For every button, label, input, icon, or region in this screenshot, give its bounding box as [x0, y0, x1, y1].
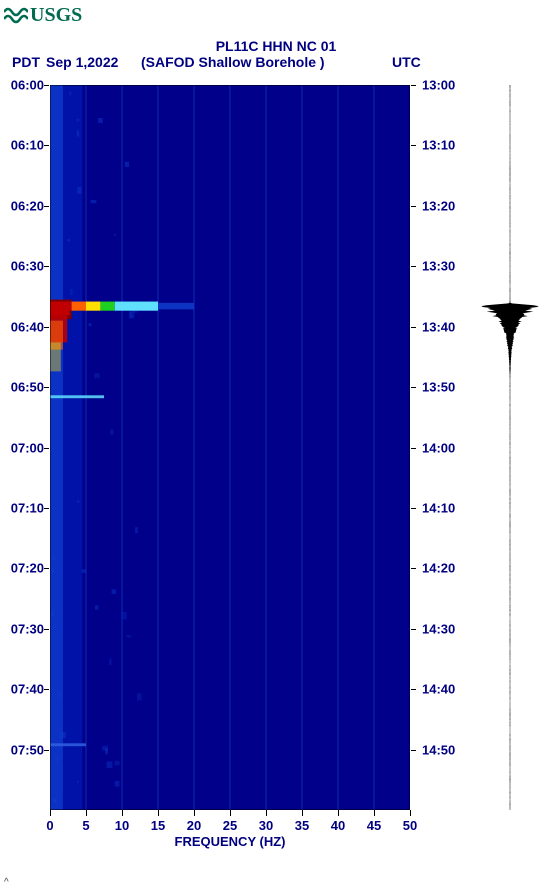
chart-title: PL11C HHN NC 01	[0, 38, 552, 54]
pdt-tick-mark	[44, 266, 49, 267]
utc-tick-label: 14:50	[422, 742, 455, 757]
pdt-tick-label: 06:30	[11, 259, 44, 274]
freq-tick-mark	[374, 810, 375, 816]
pdt-tick-label: 06:20	[11, 198, 44, 213]
freq-tick-mark	[266, 810, 267, 816]
freq-tick-mark	[194, 810, 195, 816]
footer-caret: ^	[4, 877, 9, 888]
utc-tick-mark	[411, 508, 416, 509]
seismogram-svg	[475, 85, 545, 810]
freq-tick-mark	[86, 810, 87, 816]
utc-tick-label: 14:20	[422, 561, 455, 576]
freq-tick-mark	[302, 810, 303, 816]
pdt-tick-label: 06:10	[11, 138, 44, 153]
pdt-axis-ticks: 06:0006:1006:2006:3006:4006:5007:0007:10…	[4, 85, 48, 810]
pdt-tick-mark	[44, 629, 49, 630]
utc-tick-mark	[411, 266, 416, 267]
spectrogram-svg	[50, 85, 410, 810]
utc-tick-mark	[411, 145, 416, 146]
freq-tick-label: 50	[403, 818, 417, 833]
pdt-tick-label: 07:50	[11, 742, 44, 757]
pdt-tick-mark	[44, 689, 49, 690]
freq-tick-label: 25	[223, 818, 237, 833]
pdt-tick-label: 06:40	[11, 319, 44, 334]
pdt-tick-label: 06:50	[11, 380, 44, 395]
freq-tick-label: 10	[115, 818, 129, 833]
freq-tick-mark	[122, 810, 123, 816]
freq-tick-mark	[230, 810, 231, 816]
freq-tick-mark	[338, 810, 339, 816]
station-label: (SAFOD Shallow Borehole )	[141, 54, 325, 70]
pdt-tick-label: 07:20	[11, 561, 44, 576]
utc-tick-label: 14:10	[422, 500, 455, 515]
utc-tick-label: 14:30	[422, 621, 455, 636]
freq-tick-label: 5	[82, 818, 89, 833]
pdt-tick-mark	[44, 387, 49, 388]
utc-tick-label: 13:30	[422, 259, 455, 274]
pdt-tick-mark	[44, 85, 49, 86]
pdt-tick-label: 07:00	[11, 440, 44, 455]
frequency-axis-label: FREQUENCY (HZ)	[50, 834, 410, 849]
usgs-wave-icon	[4, 6, 28, 26]
freq-tick-mark	[410, 810, 411, 816]
date-label: Sep 1,2022	[46, 54, 118, 70]
freq-tick-mark	[158, 810, 159, 816]
utc-tick-label: 13:10	[422, 138, 455, 153]
utc-tick-mark	[411, 568, 416, 569]
pdt-label: PDT	[12, 54, 40, 70]
utc-tick-mark	[411, 629, 416, 630]
freq-tick-label: 20	[187, 818, 201, 833]
utc-axis-ticks: 13:0013:1013:2013:3013:4013:5014:0014:10…	[418, 85, 468, 810]
pdt-tick-mark	[44, 448, 49, 449]
freq-tick-label: 45	[367, 818, 381, 833]
utc-tick-mark	[411, 85, 416, 86]
utc-tick-label: 13:00	[422, 78, 455, 93]
utc-tick-label: 13:20	[422, 198, 455, 213]
freq-tick-label: 40	[331, 818, 345, 833]
usgs-logo-text: USGS	[30, 4, 82, 27]
pdt-tick-label: 07:10	[11, 500, 44, 515]
pdt-tick-mark	[44, 206, 49, 207]
pdt-tick-label: 06:00	[11, 78, 44, 93]
utc-tick-mark	[411, 206, 416, 207]
usgs-logo: USGS	[4, 4, 82, 27]
pdt-tick-label: 07:40	[11, 682, 44, 697]
freq-tick-label: 0	[46, 818, 53, 833]
pdt-tick-mark	[44, 750, 49, 751]
spectrogram-plot	[50, 85, 410, 810]
utc-tick-label: 13:40	[422, 319, 455, 334]
freq-tick-mark	[50, 810, 51, 816]
pdt-tick-mark	[44, 508, 49, 509]
pdt-tick-label: 07:30	[11, 621, 44, 636]
utc-tick-mark	[411, 689, 416, 690]
pdt-tick-mark	[44, 327, 49, 328]
utc-label: UTC	[392, 54, 421, 70]
utc-tick-mark	[411, 387, 416, 388]
seismogram-panel	[475, 85, 545, 810]
utc-tick-label: 13:50	[422, 380, 455, 395]
utc-tick-mark	[411, 448, 416, 449]
freq-tick-label: 35	[295, 818, 309, 833]
utc-tick-mark	[411, 327, 416, 328]
pdt-tick-mark	[44, 145, 49, 146]
freq-tick-label: 15	[151, 818, 165, 833]
frequency-axis: FREQUENCY (HZ) 05101520253035404550	[50, 810, 410, 850]
pdt-tick-mark	[44, 568, 49, 569]
utc-tick-label: 14:00	[422, 440, 455, 455]
utc-tick-label: 14:40	[422, 682, 455, 697]
utc-tick-mark	[411, 750, 416, 751]
freq-tick-label: 30	[259, 818, 273, 833]
